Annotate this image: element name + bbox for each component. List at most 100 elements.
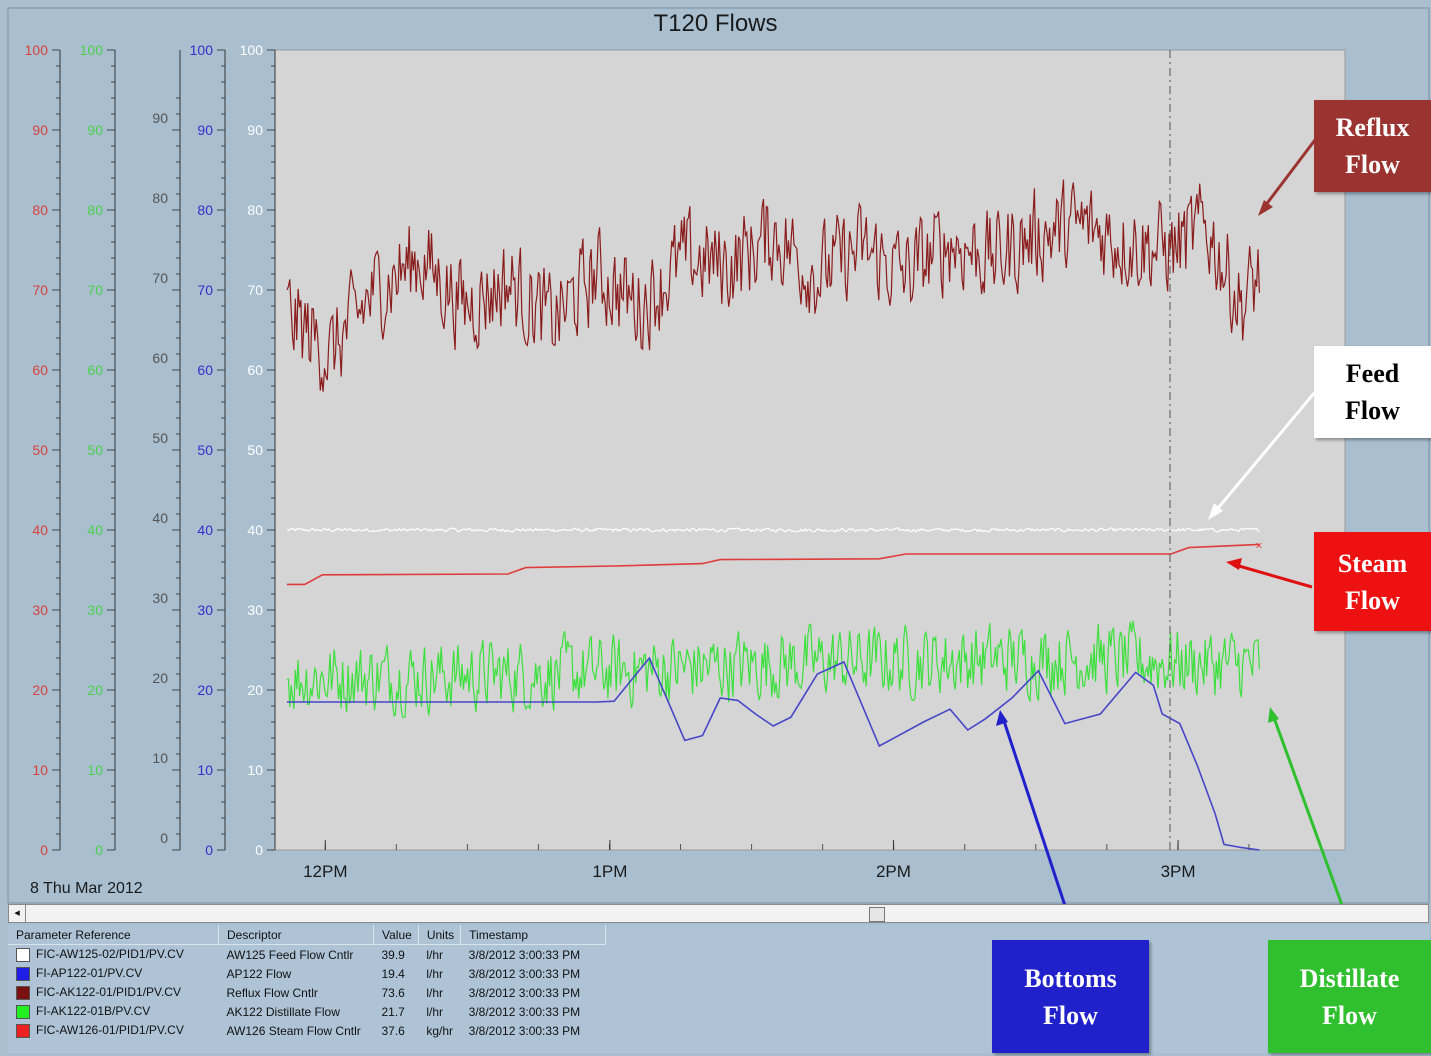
axis-tick-label: 10 xyxy=(152,750,168,766)
col-header-descriptor[interactable]: Descriptor xyxy=(218,925,374,945)
axis-tick-label: 80 xyxy=(197,202,213,218)
axis-tick-label: 70 xyxy=(247,282,263,298)
legend-ref: FI-AK122-01B/PV.CV xyxy=(36,1004,151,1019)
axis-tick-label: 90 xyxy=(152,110,168,126)
axis-tick-label: 70 xyxy=(87,282,103,298)
legend-timestamp: 3/8/2012 3:00:33 PM xyxy=(468,985,581,1000)
axis-tick-label: 90 xyxy=(197,122,213,138)
legend-descriptor: AK122 Distillate Flow xyxy=(226,1004,340,1019)
axis-tick-label: 40 xyxy=(197,522,213,538)
legend-descriptor: AP122 Flow xyxy=(226,966,292,981)
x-tick-label: 1PM xyxy=(592,862,627,881)
steam-flow-callout: Steam Flow xyxy=(1314,532,1431,631)
distillate-flow-callout: Distillate Flow xyxy=(1268,940,1431,1053)
axis-tick-label: 70 xyxy=(32,282,48,298)
axis-tick-label: 60 xyxy=(152,350,168,366)
legend-row[interactable]: FI-AP122-01/PV.CV AP122 Flow 19.4 l/hr 3/8/2… xyxy=(8,964,606,983)
axis-tick-label: 40 xyxy=(247,522,263,538)
axis-tick-label: 40 xyxy=(32,522,48,538)
axis-tick-label: 60 xyxy=(247,362,263,378)
col-header-timestamp[interactable]: Timestamp xyxy=(460,925,607,945)
legend-descriptor: Reflux Flow Cntlr xyxy=(226,985,318,1000)
axis-tick-label: 60 xyxy=(197,362,213,378)
callout-line: Distillate xyxy=(1299,963,1400,993)
series-line-FI-AK122-01B/PV.CV[interactable] xyxy=(286,620,1260,719)
axis-tick-label: 20 xyxy=(197,682,213,698)
axis-tick-label: 80 xyxy=(32,202,48,218)
col-header-reference[interactable]: Parameter Reference xyxy=(8,925,219,945)
col-header-value[interactable]: Value xyxy=(373,925,419,945)
legend-ref-cell: FIC-AK122-01/PID1/PV.CV xyxy=(8,983,219,1002)
series-line-FIC-AW125-02/PID1/PV.CV[interactable] xyxy=(286,527,1260,533)
legend-ref: FIC-AK122-01/PID1/PV.CV xyxy=(36,985,181,1000)
axis-tick-label: 100 xyxy=(190,42,214,58)
axis-tick-label: 0 xyxy=(40,842,48,858)
legend-row[interactable]: FIC-AW125-02/PID1/PV.CV AW125 Feed Flow C… xyxy=(8,945,606,965)
date-label: 8 Thu Mar 2012 xyxy=(30,880,143,897)
axis-tick-label: 90 xyxy=(87,122,103,138)
axis-tick-label: 10 xyxy=(87,762,103,778)
callout-line: Flow xyxy=(1043,1000,1098,1030)
axis-tick-label: 50 xyxy=(152,430,168,446)
axis-tick-label: 30 xyxy=(152,590,168,606)
axis-tick-label: 60 xyxy=(32,362,48,378)
col-header-units[interactable]: Units xyxy=(418,925,462,945)
callout-line: Flow xyxy=(1345,396,1400,425)
legend-ref: FIC-AW126-01/PID1/PV.CV xyxy=(36,1023,184,1038)
series-end-marker: × xyxy=(1255,538,1262,552)
axis-tick-label: 30 xyxy=(247,602,263,618)
axis-tick-label: 30 xyxy=(32,602,48,618)
axis-tick-label: 80 xyxy=(87,202,103,218)
callout-line: Feed xyxy=(1345,359,1400,388)
series-line-FI-AP122-01/PV.CV[interactable] xyxy=(287,656,1260,851)
callout-line: Reflux xyxy=(1335,113,1410,142)
legend-ref: FI-AP122-01/PV.CV xyxy=(36,966,143,981)
callout-line: Flow xyxy=(1345,150,1400,179)
axis-tick-label: 100 xyxy=(25,42,49,58)
legend-row[interactable]: FIC-AK122-01/PID1/PV.CV Reflux Flow Cntlr… xyxy=(8,983,606,1002)
legend-value: 37.6 xyxy=(381,1023,405,1038)
legend-ref-cell: FI-AK122-01B/PV.CV xyxy=(8,1002,219,1021)
callout-line: Flow xyxy=(1322,1000,1377,1030)
scroll-thumb[interactable] xyxy=(869,907,885,922)
axis-tick-label: 100 xyxy=(80,42,104,58)
axis-tick-label: 10 xyxy=(197,762,213,778)
axis-tick-label: 10 xyxy=(32,762,48,778)
legend-units: l/hr xyxy=(426,985,443,1000)
legend-descriptor: AW125 Feed Flow Cntlr xyxy=(226,947,354,962)
callout-arrows xyxy=(996,135,1344,905)
axis-tick-label: 60 xyxy=(87,362,103,378)
legend-row[interactable]: FIC-AW126-01/PID1/PV.CV AW126 Steam Flow … xyxy=(8,1021,606,1040)
axis-tick-label: 70 xyxy=(197,282,213,298)
legend-value: 19.4 xyxy=(381,966,405,981)
legend-ref-cell: FI-AP122-01/PV.CV xyxy=(8,964,219,983)
axis-tick-label: 20 xyxy=(247,682,263,698)
axis-tick-label: 50 xyxy=(87,442,103,458)
scroll-left-arrow-icon[interactable]: ◂ xyxy=(9,905,26,922)
legend-descriptor: AW126 Steam Flow Cntlr xyxy=(226,1023,361,1038)
legend-ref-cell: FIC-AW125-02/PID1/PV.CV xyxy=(8,945,219,965)
axis-tick-label: 0 xyxy=(255,842,263,858)
series-line-FIC-AW126-01/PID1/PV.CV[interactable] xyxy=(287,543,1260,586)
callout-line: Steam xyxy=(1337,548,1408,578)
legend-units: kg/hr xyxy=(426,1023,453,1038)
time-scrollbar[interactable]: ◂ xyxy=(8,904,1429,923)
legend-row[interactable]: FI-AK122-01B/PV.CV AK122 Distillate Flow 2… xyxy=(8,1002,606,1021)
x-tick-label: 2PM xyxy=(876,862,911,881)
axis-tick-label: 70 xyxy=(152,270,168,286)
axis-tick-label: 20 xyxy=(87,682,103,698)
axis-tick-label: 0 xyxy=(160,830,168,846)
axis-tick-label: 100 xyxy=(240,42,264,58)
legend-timestamp: 3/8/2012 3:00:33 PM xyxy=(468,947,581,962)
series-color-swatch xyxy=(16,1004,30,1019)
legend-value: 73.6 xyxy=(381,985,405,1000)
legend-value: 39.9 xyxy=(381,947,405,962)
axis-tick-label: 30 xyxy=(197,602,213,618)
trend-chart: 1009080706050403020100100908070605040302… xyxy=(7,7,1430,905)
axis-tick-label: 40 xyxy=(152,510,168,526)
legend-ref-cell: FIC-AW126-01/PID1/PV.CV xyxy=(8,1021,219,1040)
series-line-FIC-AK122-01/PID1/PV.CV[interactable] xyxy=(286,179,1260,392)
legend-value: 21.7 xyxy=(381,1004,405,1019)
